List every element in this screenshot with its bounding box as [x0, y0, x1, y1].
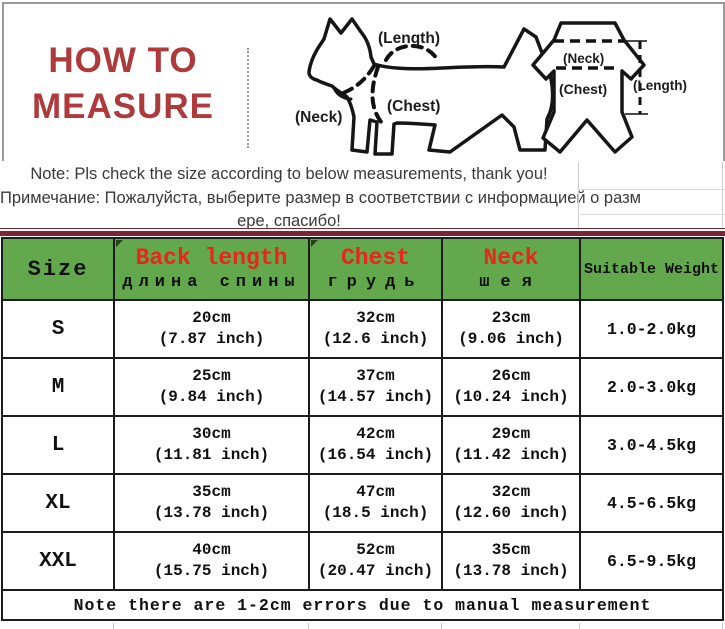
- cell-corner-marker: [311, 240, 318, 247]
- weight-cell: 4.5-6.5kg: [579, 473, 724, 533]
- dog-neck-label: (Neck): [295, 109, 343, 126]
- spreadsheet-gridline: [722, 623, 723, 629]
- table-row-s: S 20cm (7.87 inch) 32cm (12.6 inch) 23cm…: [1, 299, 724, 359]
- size-value: M: [1, 357, 115, 417]
- back-length-cell: 20cm (7.87 inch): [113, 299, 310, 359]
- size-value: XXL: [1, 531, 115, 591]
- weight-cell: 2.0-3.0kg: [579, 357, 724, 417]
- dog-length-dashed-line: [384, 44, 440, 63]
- neck-cell: 35cm (13.78 inch): [441, 531, 581, 591]
- neck-cell: 26cm (10.24 inch): [441, 357, 581, 417]
- col-header-weight: Suitable Weight: [579, 237, 724, 301]
- col-header-chest: Chest грудь: [308, 237, 443, 301]
- spreadsheet-gridline: [308, 623, 309, 629]
- size-table: Size Back length длина спины Chest грудь…: [1, 237, 724, 621]
- title-line-2: MEASURE: [31, 87, 215, 126]
- size-value: L: [1, 415, 115, 475]
- dog-neck-dashed-line: [341, 64, 376, 95]
- spreadsheet-gridline: [578, 189, 725, 190]
- chest-cell: 47cm (18.5 inch): [308, 473, 443, 533]
- garment-length-label: (Length): [633, 78, 687, 93]
- back-length-cell: 40cm (15.75 inch): [113, 531, 310, 591]
- table-row-l: L 30cm (11.81 inch) 42cm (16.54 inch) 29…: [1, 415, 724, 475]
- title-line-1: HOW TO: [48, 41, 198, 80]
- garment-neck-label: (Neck): [563, 51, 605, 66]
- chest-cell: 32cm (12.6 inch): [308, 299, 443, 359]
- note-line-ru-2: ере, спасибо!: [237, 212, 341, 230]
- chest-cell: 37cm (14.57 inch): [308, 357, 443, 417]
- spreadsheet-gridline: [578, 162, 579, 228]
- spreadsheet-gridline: [579, 623, 580, 629]
- note-line-en: Note: Pls check the size according to be…: [30, 165, 548, 183]
- neck-cell: 32cm (12.60 inch): [441, 473, 581, 533]
- chest-cell: 52cm (20.47 inch): [308, 531, 443, 591]
- page-title: HOW TO MEASURE: [12, 38, 234, 130]
- table-row-xl: XL 35cm (13.78 inch) 47cm (18.5 inch) 32…: [1, 473, 724, 533]
- dog-chest-dashed-line: [370, 65, 384, 125]
- dog-outline: [307, 17, 555, 156]
- chest-cell: 42cm (16.54 inch): [308, 415, 443, 475]
- size-value: XL: [1, 473, 115, 533]
- spreadsheet-gridline: [722, 162, 723, 228]
- garment-measure-diagram: [531, 21, 648, 154]
- table-row-xxl: XXL 40cm (15.75 inch) 52cm (20.47 inch) …: [1, 531, 724, 591]
- garment-chest-label: (Chest): [559, 81, 608, 97]
- weight-cell: 3.0-4.5kg: [579, 415, 724, 475]
- col-header-size: Size: [1, 237, 115, 301]
- dog-length-label: (Length): [378, 30, 440, 47]
- measurement-error-note: Note there are 1-2cm errors due to manua…: [1, 589, 724, 621]
- spreadsheet-gridline: [113, 623, 114, 629]
- neck-cell: 23cm (9.06 inch): [441, 299, 581, 359]
- back-length-cell: 25cm (9.84 inch): [113, 357, 310, 417]
- spreadsheet-gridline: [441, 623, 442, 629]
- back-length-cell: 35cm (13.78 inch): [113, 473, 310, 533]
- cell-corner-marker: [116, 240, 123, 247]
- dog-measure-diagram: [307, 17, 555, 156]
- table-header-row: Size Back length длина спины Chest грудь…: [1, 237, 724, 301]
- cutoff-row-strip: [0, 622, 725, 629]
- weight-cell: 6.5-9.5kg: [579, 531, 724, 591]
- size-value: S: [1, 299, 115, 359]
- dog-collar-mark: [332, 86, 353, 101]
- table-footer-row: Note there are 1-2cm errors due to manua…: [1, 589, 724, 621]
- table-row-m: M 25cm (9.84 inch) 37cm (14.57 inch) 26c…: [1, 357, 724, 417]
- weight-cell: 1.0-2.0kg: [579, 299, 724, 359]
- note-section: Note: Pls check the size according to be…: [0, 161, 725, 230]
- how-to-measure-panel: HOW TO MEASURE (Length) (Chest) (Neck) (…: [2, 2, 725, 163]
- dotted-divider: [247, 48, 249, 148]
- maroon-divider-rule: [0, 228, 725, 236]
- back-length-cell: 30cm (11.81 inch): [113, 415, 310, 475]
- dog-chest-label: (Chest): [387, 98, 441, 115]
- note-line-ru-1: Примечание: Пожалуйста, выберите размер …: [0, 189, 642, 207]
- neck-cell: 29cm (11.42 inch): [441, 415, 581, 475]
- col-header-back-length: Back length длина спины: [113, 237, 310, 301]
- col-header-neck: Neck шея: [441, 237, 581, 301]
- spreadsheet-gridline: [578, 214, 725, 215]
